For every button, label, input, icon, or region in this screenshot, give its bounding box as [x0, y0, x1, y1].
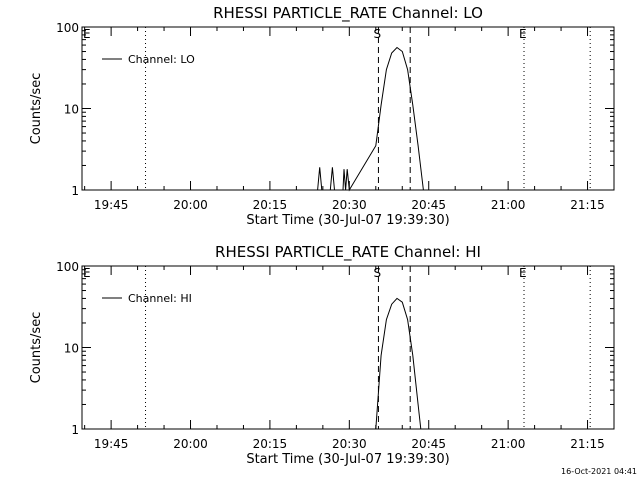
marker-label: E — [83, 266, 91, 280]
x-tick-label: 21:15 — [570, 198, 605, 212]
y-tick-label: 100 — [56, 260, 79, 274]
marker-label: E — [519, 27, 527, 41]
legend-label: Channel: HI — [128, 292, 192, 305]
marker-label: S — [373, 27, 381, 41]
x-tick-label: 20:45 — [411, 437, 446, 451]
y-tick-label: 10 — [64, 342, 79, 356]
chart-panel-1: RHESSI PARTICLE_RATE Channel: HI Counts/s… — [29, 243, 615, 467]
chart-title: RHESSI PARTICLE_RATE Channel: HI — [215, 243, 481, 262]
y-tick-label: 100 — [56, 21, 79, 35]
x-tick-label: 21:15 — [570, 437, 605, 451]
x-tick-label: 21:00 — [491, 437, 526, 451]
legend-label: Channel: LO — [128, 53, 195, 66]
series-line-0 — [317, 46, 424, 192]
chart-panel-0: RHESSI PARTICLE_RATE Channel: LO Counts/s… — [29, 4, 615, 228]
x-tick-label: 19:45 — [94, 437, 129, 451]
y-tick-label: 1 — [71, 184, 79, 198]
footer-timestamp: 16-Oct-2021 04:41 — [561, 467, 637, 476]
y-tick-label: 10 — [64, 103, 79, 117]
marker-label: E — [83, 27, 91, 41]
y-axis-label: Counts/sec — [29, 73, 44, 145]
y-axis-label: Counts/sec — [29, 312, 44, 384]
marker-label: E — [519, 266, 527, 280]
x-axis-label: Start Time (30-Jul-07 19:39:30) — [246, 213, 449, 228]
x-tick-label: 19:45 — [94, 198, 129, 212]
x-axis-label: Start Time (30-Jul-07 19:39:30) — [246, 452, 449, 467]
plot-frame — [81, 265, 615, 430]
y-tick-label: 1 — [71, 423, 79, 437]
x-tick-label: 20:30 — [332, 437, 367, 451]
x-tick-label: 20:00 — [173, 198, 208, 212]
chart-title: RHESSI PARTICLE_RATE Channel: LO — [213, 4, 483, 23]
x-tick-label: 20:15 — [253, 437, 288, 451]
marker-label: S — [373, 266, 381, 280]
x-tick-label: 20:15 — [253, 198, 288, 212]
x-tick-label: 20:45 — [411, 198, 446, 212]
series-line-0 — [375, 297, 422, 430]
plot-frame — [81, 26, 615, 191]
x-tick-label: 20:00 — [173, 437, 208, 451]
x-tick-label: 20:30 — [332, 198, 367, 212]
x-tick-label: 21:00 — [491, 198, 526, 212]
